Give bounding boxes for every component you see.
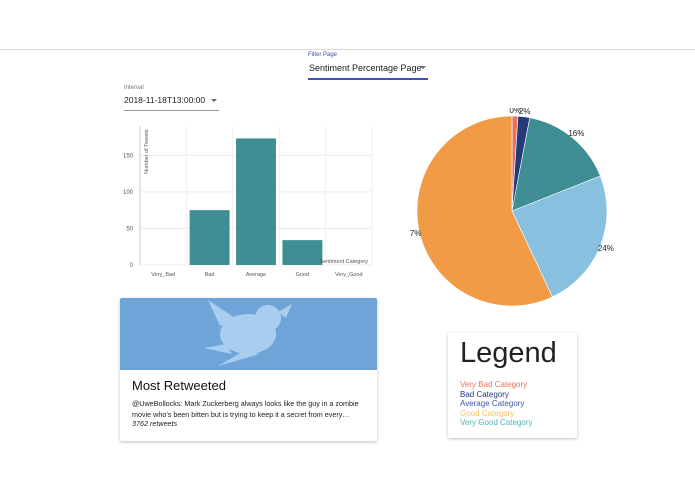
bar [236, 138, 276, 265]
pie-slice [511, 117, 601, 212]
legend-card: Legend Very Bad Category Bad Category Av… [448, 333, 577, 438]
filter-page-value[interactable]: Sentiment Percentage Page [308, 60, 428, 80]
pie-label: 0% [509, 108, 521, 115]
x-tick-label: Good [296, 272, 309, 278]
legend-title: Legend [460, 337, 557, 369]
top-app-bar [0, 0, 695, 50]
card-title: Most Retweeted [132, 378, 226, 393]
most-retweeted-card: Most Retweeted @UweBollocks: Mark Zucker… [120, 298, 377, 441]
chevron-down-icon[interactable] [211, 99, 217, 102]
legend-item: Good Category [460, 408, 515, 418]
y-tick-label: 150 [123, 153, 134, 159]
sentiment-pie-chart: 0%2% 16% 24% 57% [410, 108, 614, 307]
x-tick-label: Very_Bad [151, 272, 175, 278]
legend-item: Average Category [460, 399, 525, 409]
pie-slice [416, 115, 553, 307]
interval-value[interactable]: 2018-11-18T13:00:00 [124, 94, 219, 111]
bar [282, 240, 323, 265]
twitter-banner [120, 298, 377, 370]
filter-page-selected: Sentiment Percentage Page [309, 63, 422, 73]
x-tick-label: Bad [205, 272, 215, 278]
twitter-bird-icon [204, 300, 292, 366]
retweet-count: 3762 retweets [132, 419, 178, 428]
legend-item: Very Good Category [460, 418, 533, 428]
chevron-down-icon[interactable] [420, 66, 426, 69]
interval-selected: 2018-11-18T13:00:00 [124, 95, 206, 105]
pie-label: 2% [519, 108, 531, 116]
y-tick-label: 0 [130, 263, 134, 269]
x-axis-label: Sentiment Category [319, 259, 368, 265]
legend-list: Very Bad Category Bad Category Average C… [460, 380, 532, 428]
filter-page-select[interactable]: Filter Page Sentiment Percentage Page [308, 52, 428, 80]
interval-select[interactable]: Interval 2018-11-18T13:00:00 [124, 85, 219, 111]
x-tick-label: Very_Good [335, 272, 363, 278]
pie-label: 24% [598, 244, 614, 253]
legend-item: Very Bad Category [460, 380, 528, 389]
pie-label: 16% [568, 129, 584, 138]
legend-item: Bad Category [460, 389, 509, 399]
filter-page-label: Filter Page [308, 52, 338, 58]
pie-slice [511, 175, 608, 298]
pie-label: 57% [410, 229, 421, 238]
tweet-text: @UweBollocks: Mark Zuckerberg always loo… [132, 399, 359, 419]
y-axis-label: Number of Tweets [144, 129, 150, 174]
bar [189, 210, 230, 265]
sentiment-bar-chart: 0 50 100 150 Very_Bad Bad Average Good Very_Good… [123, 126, 373, 278]
y-tick-label: 50 [126, 226, 133, 232]
y-tick-label: 100 [123, 190, 134, 196]
interval-label: Interval [124, 85, 144, 91]
x-tick-label: Average [246, 272, 266, 278]
